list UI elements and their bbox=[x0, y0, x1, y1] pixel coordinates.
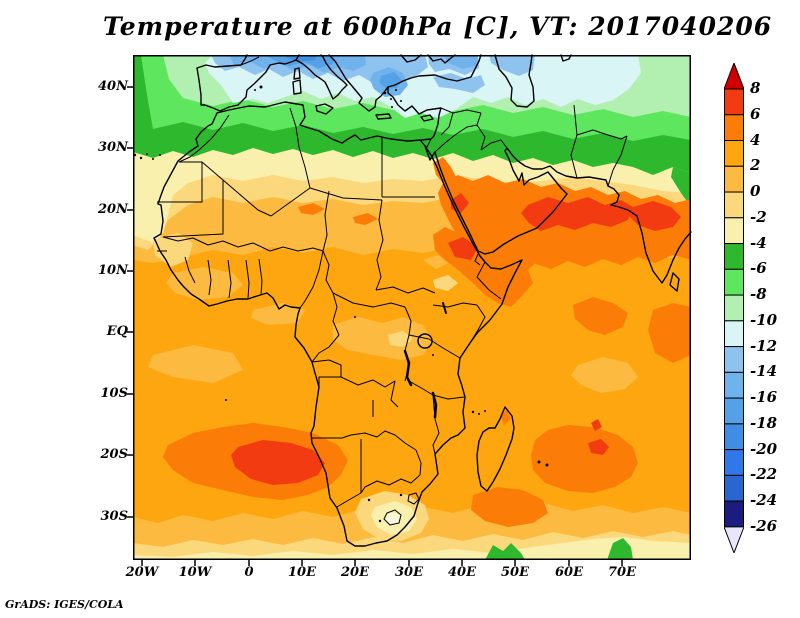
x-axis-label: 10E bbox=[288, 565, 316, 580]
colorbar-tick-label: -12 bbox=[750, 336, 778, 355]
colorbar-tick-label: -2 bbox=[750, 207, 767, 226]
colorbar-tick-label: -10 bbox=[750, 310, 778, 329]
x-axis-label: 10W bbox=[178, 565, 212, 580]
colorbar-tick-label: 2 bbox=[750, 156, 761, 175]
y-axis-label: 20N bbox=[98, 202, 128, 217]
colorbar-tick-label: -16 bbox=[750, 388, 778, 407]
map-frame bbox=[133, 55, 691, 560]
coastlines bbox=[153, 54, 692, 547]
colorbar-tick-label: 4 bbox=[750, 130, 761, 149]
y-axis-label: 40N bbox=[98, 79, 128, 94]
colorbar-tick-label: -8 bbox=[750, 285, 767, 304]
colorbar-tick-label: 8 bbox=[750, 79, 761, 97]
colorbar-tick-label: -24 bbox=[750, 491, 778, 510]
colorbar bbox=[723, 61, 745, 557]
colorbar-tick-label: -26 bbox=[750, 516, 778, 535]
colorbar-tick-label: -14 bbox=[750, 362, 778, 381]
x-axis-label: 20W bbox=[125, 565, 159, 580]
plot-title: Temperature at 600hPa [C], VT: 201704020… bbox=[103, 12, 773, 41]
x-axis-label: 30E bbox=[395, 565, 423, 580]
colorbar-tick-label: -22 bbox=[750, 465, 778, 484]
x-axis-label: 20E bbox=[341, 565, 369, 580]
colorbar-svg bbox=[723, 61, 745, 555]
axis-ticks bbox=[127, 86, 623, 566]
colorbar-tick-label: -4 bbox=[750, 233, 767, 252]
island-dots bbox=[133, 85, 549, 523]
colorbar-tick-label: 6 bbox=[750, 104, 761, 123]
x-axis-label: 0 bbox=[244, 565, 254, 580]
x-axis-label: 70E bbox=[608, 565, 636, 580]
y-axis-label: 20S bbox=[100, 447, 128, 462]
y-axis-label: 10N bbox=[98, 263, 128, 278]
colorbar-tick-label: -6 bbox=[750, 259, 767, 278]
country-borders bbox=[157, 56, 628, 526]
y-axis-label: 30N bbox=[98, 140, 128, 155]
colorbar-tick-label: -18 bbox=[750, 413, 778, 432]
temperature-map bbox=[127, 54, 692, 566]
map-svg bbox=[127, 54, 692, 566]
y-axis-label: 30S bbox=[100, 509, 128, 524]
x-axis-label: 50E bbox=[501, 565, 529, 580]
colorbar-tick-label: 0 bbox=[750, 182, 761, 200]
attribution: GrADS: IGES/COLA bbox=[5, 598, 124, 611]
colorbar-tick-label: -20 bbox=[750, 439, 778, 458]
y-axis-label: 10S bbox=[100, 386, 128, 401]
x-axis-label: 60E bbox=[555, 565, 583, 580]
y-axis-label: EQ bbox=[106, 324, 128, 339]
x-axis-label: 40E bbox=[448, 565, 476, 580]
